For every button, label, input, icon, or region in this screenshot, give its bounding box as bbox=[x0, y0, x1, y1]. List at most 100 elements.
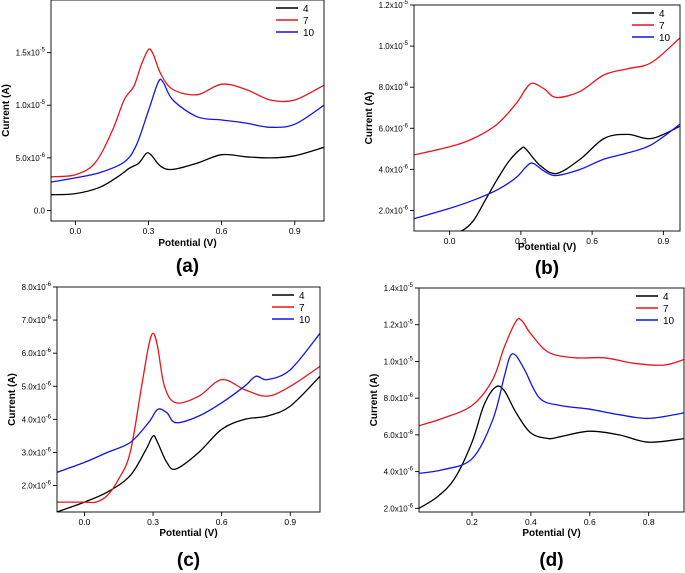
y-tick-mantissa: 5.0x10 bbox=[16, 154, 41, 163]
x-tick-label: 0.6 bbox=[586, 236, 598, 246]
panel-label: (b) bbox=[535, 258, 559, 279]
series-line-4 bbox=[51, 146, 324, 196]
y-tick-exponent: -6 bbox=[408, 503, 414, 509]
chart-panel-4: 0.2 0.4 0.6 0.82.0x10-64.0x10-66.0x10-68.0x… bbox=[369, 283, 685, 571]
y-tick-mantissa: 1.4x10 bbox=[384, 284, 409, 293]
y-tick-label: 6.0x10-6 bbox=[384, 430, 414, 440]
x-tick-label: 0.3 bbox=[143, 226, 155, 236]
x-tick-label: 0.3 bbox=[515, 236, 527, 246]
legend-label-10: 10 bbox=[303, 28, 315, 39]
y-axis-title: Current (A) bbox=[369, 374, 380, 427]
y-tick-label: 8.0x10-6 bbox=[379, 82, 409, 92]
y-tick-label: 4.0x10-6 bbox=[379, 164, 409, 174]
x-tick-label: 0.0 bbox=[444, 236, 456, 246]
series-line-7 bbox=[419, 317, 684, 427]
y-tick-exponent: -5 bbox=[40, 48, 46, 54]
y-tick-mantissa: 4.0x10 bbox=[379, 165, 404, 174]
y-tick-label: 1.2x10-5 bbox=[384, 320, 414, 330]
legend-label-10: 10 bbox=[663, 316, 675, 327]
series-line-7 bbox=[51, 48, 324, 178]
y-tick-exponent: -5 bbox=[408, 320, 414, 326]
plot-frame bbox=[413, 4, 681, 232]
y-tick-exponent: -6 bbox=[46, 282, 52, 288]
plot-frame bbox=[56, 286, 321, 513]
y-tick-exponent: -6 bbox=[46, 348, 52, 354]
x-tick-label: 0.9 bbox=[657, 236, 669, 246]
y-tick-mantissa: 8.0x10 bbox=[22, 283, 47, 292]
y-tick-exponent: -6 bbox=[403, 164, 409, 170]
plot-frame bbox=[418, 287, 685, 513]
y-axis-title: Current (A) bbox=[7, 373, 18, 426]
y-tick-exponent: -5 bbox=[40, 100, 46, 106]
x-axis-title: Potential (V) bbox=[158, 238, 216, 249]
y-tick-exponent: -6 bbox=[408, 393, 414, 399]
legend-label-4: 4 bbox=[299, 291, 305, 302]
panel-label: (d) bbox=[539, 550, 563, 571]
series-line-4 bbox=[460, 125, 680, 231]
x-tick-label: 0.6 bbox=[584, 517, 596, 527]
series-line-10 bbox=[57, 332, 320, 473]
y-tick-mantissa: 2.0x10 bbox=[379, 206, 404, 215]
series-line-10 bbox=[419, 353, 684, 475]
y-tick-mantissa: 1.2x10 bbox=[384, 321, 409, 330]
legend-label-10: 10 bbox=[659, 33, 671, 44]
legend-label-7: 7 bbox=[663, 304, 669, 315]
series-line-4 bbox=[419, 385, 684, 509]
y-tick-exponent: -5 bbox=[403, 41, 409, 47]
y-tick-mantissa: 2.0x10 bbox=[384, 504, 409, 513]
series-line-7 bbox=[57, 332, 320, 504]
x-tick-label: 0.6 bbox=[216, 226, 228, 236]
y-tick-label: 4.0x10-6 bbox=[384, 467, 414, 477]
legend-label-4: 4 bbox=[663, 292, 669, 303]
x-tick-label: 0.8 bbox=[643, 517, 655, 527]
x-axis-title: Potential (V) bbox=[522, 528, 580, 539]
y-axis-title: Current (A) bbox=[1, 84, 12, 137]
legend-label-10: 10 bbox=[299, 315, 311, 326]
y-tick-label: 1.0x10-5 bbox=[384, 356, 414, 366]
y-tick-label: 1.4x10-5 bbox=[384, 283, 414, 293]
y-tick-label: 5.0x10-6 bbox=[16, 153, 46, 163]
series-line-10 bbox=[414, 123, 680, 220]
y-tick-exponent: -5 bbox=[403, 0, 409, 6]
y-tick-label: 6.0x10-6 bbox=[379, 123, 409, 133]
x-tick-label: 0.9 bbox=[289, 226, 301, 236]
series-line-7 bbox=[414, 37, 680, 156]
y-tick-exponent: -6 bbox=[408, 467, 414, 473]
legend-label-7: 7 bbox=[303, 16, 309, 27]
y-axis-title: Current (A) bbox=[364, 92, 375, 145]
y-tick-mantissa: 1.0x10 bbox=[379, 42, 404, 51]
y-tick-exponent: -5 bbox=[408, 356, 414, 362]
y-tick-label: 4.0x10-6 bbox=[22, 414, 52, 424]
y-tick-label: 2.0x10-6 bbox=[384, 503, 414, 513]
y-tick-mantissa: 6.0x10 bbox=[379, 124, 404, 133]
y-tick-label: 2.0x10-6 bbox=[379, 205, 409, 215]
y-tick-label: 0.0 bbox=[34, 206, 46, 215]
x-tick-label: 0.0 bbox=[69, 226, 81, 236]
y-tick-mantissa: 7.0x10 bbox=[22, 316, 47, 325]
y-tick-mantissa: 8.0x10 bbox=[384, 394, 409, 403]
legend-label-7: 7 bbox=[659, 21, 665, 32]
y-tick-exponent: -6 bbox=[46, 315, 52, 321]
y-tick-mantissa: 8.0x10 bbox=[379, 83, 404, 92]
y-tick-mantissa: 1.0x10 bbox=[384, 357, 409, 366]
chart-panel-1: 0.0 0.3 0.6 0.90.05.0x10-61.0x10-51.5x10-5P… bbox=[1, 0, 325, 277]
legend-label-4: 4 bbox=[303, 4, 309, 15]
y-tick-label: 1.2x10-5 bbox=[379, 0, 409, 10]
y-tick-mantissa: 5.0x10 bbox=[22, 382, 47, 391]
y-tick-mantissa: 0.0 bbox=[34, 206, 46, 215]
y-tick-mantissa: 4.0x10 bbox=[22, 415, 47, 424]
x-tick-label: 0.2 bbox=[466, 517, 478, 527]
series-line-4 bbox=[57, 375, 320, 512]
x-tick-label: 0.3 bbox=[147, 517, 159, 527]
y-tick-label: 5.0x10-6 bbox=[22, 381, 52, 391]
x-tick-label: 0.6 bbox=[216, 517, 228, 527]
panel-label: (a) bbox=[176, 256, 199, 277]
y-tick-label: 1.0x10-5 bbox=[379, 41, 409, 51]
y-tick-label: 7.0x10-6 bbox=[22, 315, 52, 325]
y-tick-label: 6.0x10-6 bbox=[22, 348, 52, 358]
y-tick-mantissa: 1.5x10 bbox=[16, 49, 41, 58]
y-tick-mantissa: 6.0x10 bbox=[22, 349, 47, 358]
y-tick-label: 8.0x10-6 bbox=[22, 282, 52, 292]
